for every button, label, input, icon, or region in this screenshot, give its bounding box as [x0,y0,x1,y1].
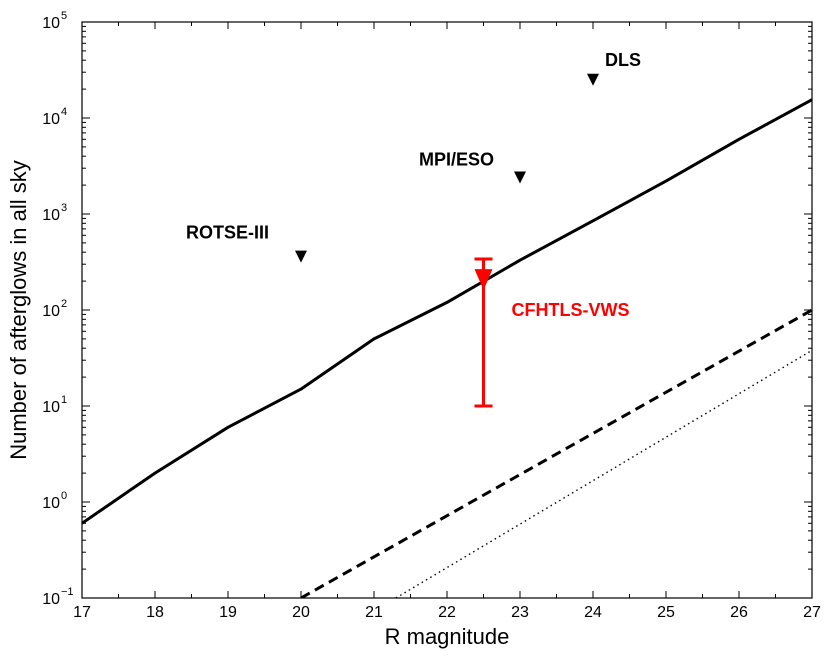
y-tick-label: 10 [42,111,60,128]
x-tick-label: 26 [730,604,748,621]
y-tick-exponent: 1 [61,394,67,406]
x-tick-label: 25 [657,604,675,621]
measurement-label: CFHTLS-VWS [512,300,630,320]
y-tick-label: 10 [42,591,60,608]
series-line-dotted [395,349,812,598]
y-axis-label: Number of afterglows in all sky [6,160,31,460]
upper-limit-marker [587,73,599,86]
x-axis-label: R magnitude [385,624,510,649]
x-tick-label: 24 [584,604,602,621]
y-tick-label: 10 [42,303,60,320]
upper-limit-label: DLS [605,50,641,70]
y-tick-exponent: 4 [61,106,67,118]
y-tick-exponent: 0 [61,490,67,502]
plot-frame [81,21,813,599]
series-line-dashed [300,308,812,598]
x-tick-label: 23 [511,604,529,621]
x-tick-label: 22 [438,604,456,621]
series-line-solid [82,98,812,525]
y-tick-exponent: 3 [61,202,67,214]
x-tick-label: 18 [146,604,164,621]
y-tick-exponent: 5 [61,10,67,22]
y-tick-label: 10 [42,495,60,512]
y-tick-label: 10 [42,207,60,224]
x-tick-label: 17 [73,604,91,621]
x-tick-label: 19 [219,604,237,621]
series-group [82,98,812,598]
x-tick-label: 27 [803,604,821,621]
upper-limit-marker [514,171,526,184]
upper-limit-label: ROTSE-III [186,223,269,243]
y-tick-label: 10 [42,15,60,32]
plot-frame-group [81,21,813,599]
upper-limit-marker [295,250,307,263]
y-tick-label: 10 [42,399,60,416]
upper-limit-label: MPI/ESO [419,149,494,169]
marks-group: ROTSE-III MPI/ESO DLS CFHTLS-VWS [186,50,641,408]
x-tick-label: 21 [365,604,383,621]
measurement-marker [474,269,493,291]
x-tick-label: 20 [292,604,310,621]
y-tick-exponent: 2 [61,298,67,310]
y-tick-exponent: −1 [61,586,74,598]
